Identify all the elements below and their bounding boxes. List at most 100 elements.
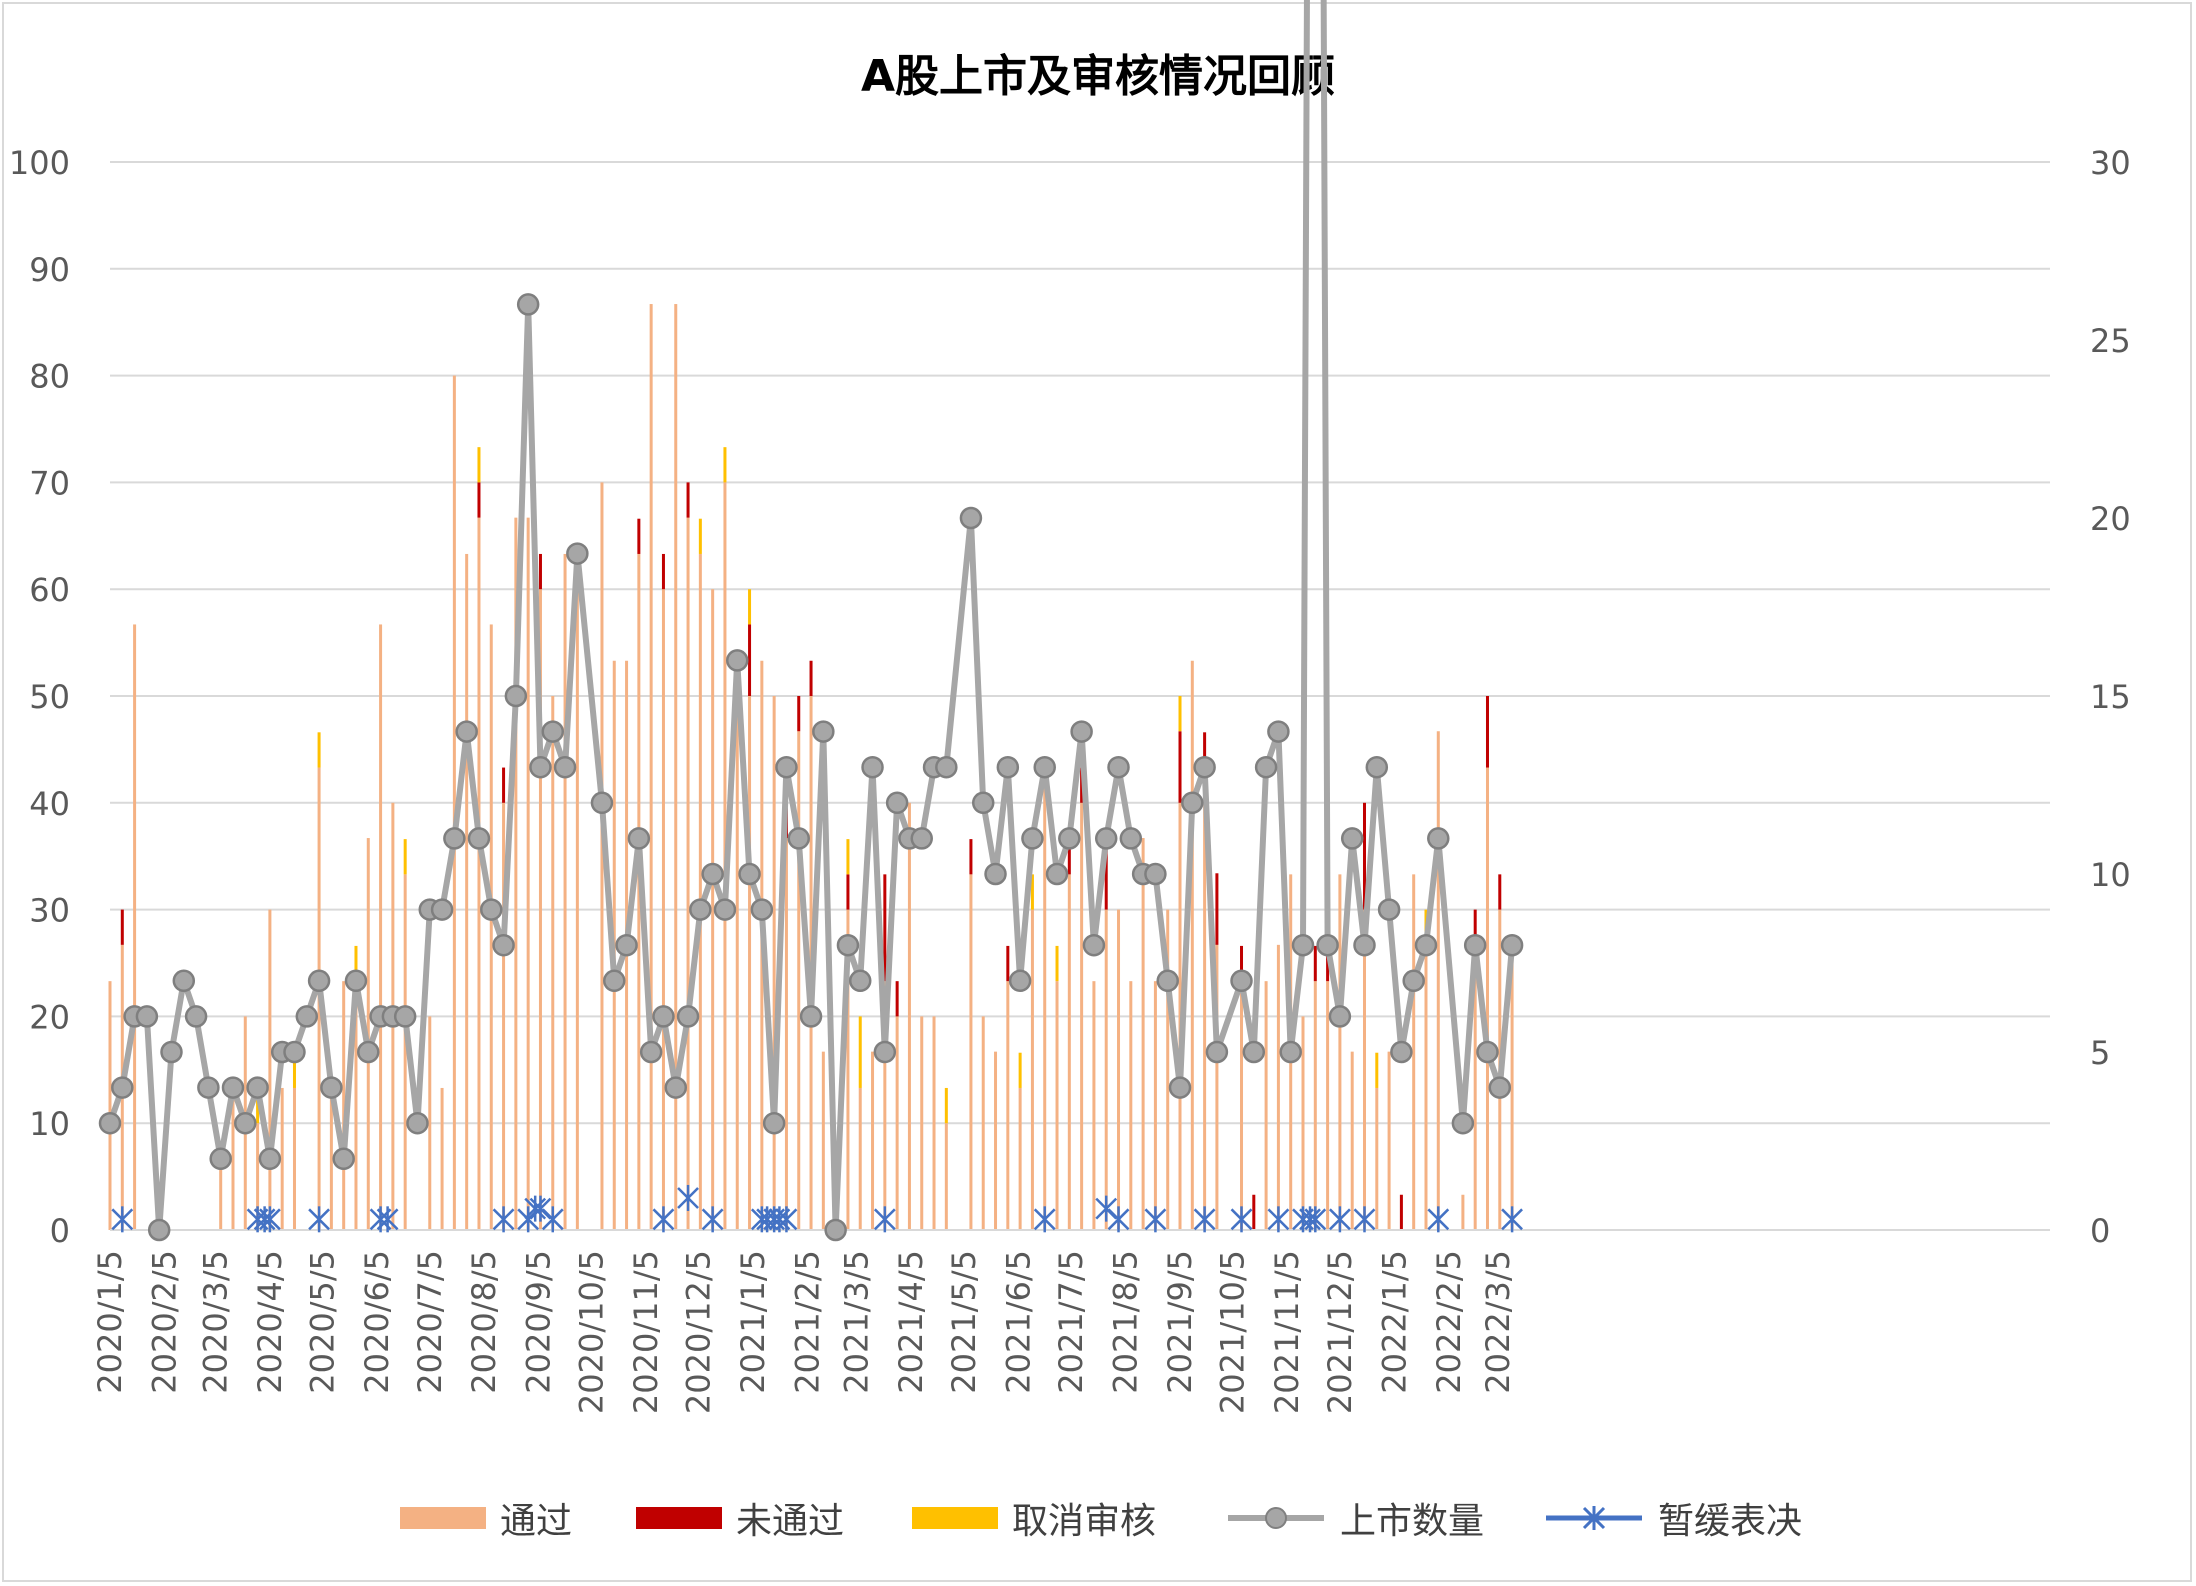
y-tick-label: 40 bbox=[29, 785, 70, 823]
listings-point bbox=[357, 1040, 380, 1064]
bar-cancel bbox=[477, 447, 481, 483]
listings-point bbox=[529, 755, 552, 779]
bar-pass bbox=[1461, 1194, 1465, 1230]
bar-pass bbox=[600, 482, 604, 1230]
bar-fail bbox=[1498, 874, 1502, 910]
listings-point bbox=[910, 827, 933, 850]
bar-pass bbox=[231, 1087, 235, 1230]
listings-point bbox=[652, 1005, 675, 1028]
bar-pass bbox=[661, 589, 665, 1230]
listings-point bbox=[1082, 933, 1106, 957]
y2-tick-label: 25 bbox=[2090, 322, 2131, 360]
legend-label-listings: 上市数量 bbox=[1340, 1501, 1485, 1542]
bar-pass bbox=[1080, 802, 1084, 1230]
bar-fail bbox=[477, 482, 481, 518]
bar-fail bbox=[1252, 1194, 1256, 1230]
bar-pass bbox=[994, 1051, 998, 1230]
listings-point bbox=[443, 827, 466, 850]
bar-pass bbox=[1485, 767, 1489, 1230]
x-tick-label: 2021/2/5 bbox=[789, 1250, 827, 1394]
listings-point bbox=[1500, 933, 1524, 957]
listings-point bbox=[1168, 1076, 1192, 1099]
listings-point bbox=[246, 1076, 269, 1099]
bar-fail bbox=[969, 839, 973, 875]
deferred-marker bbox=[492, 1206, 515, 1233]
listings-point bbox=[209, 1147, 232, 1171]
bar-pass bbox=[1141, 838, 1145, 1230]
deferred-marker bbox=[308, 1206, 330, 1233]
bar-fail bbox=[1240, 945, 1244, 982]
listings-point bbox=[344, 969, 368, 993]
listings-point bbox=[1328, 1005, 1352, 1028]
legend-item-cancel: 取消审核 bbox=[912, 1490, 1156, 1546]
bar-pass bbox=[846, 909, 850, 1230]
listings-point bbox=[295, 1005, 319, 1028]
bar-fail bbox=[748, 624, 752, 696]
bar-cancel bbox=[1055, 945, 1059, 982]
bar-pass bbox=[1203, 767, 1207, 1230]
bar-pass bbox=[256, 1123, 260, 1230]
bar-pass bbox=[1018, 1087, 1022, 1230]
listings-point bbox=[861, 755, 884, 779]
bar-pass bbox=[797, 731, 801, 1230]
bar-fail bbox=[120, 909, 124, 945]
deferred-marker bbox=[1095, 1195, 1118, 1222]
bar-pass bbox=[502, 802, 506, 1230]
bar-cancel bbox=[403, 839, 407, 875]
listings-point bbox=[590, 791, 614, 815]
bar-pass bbox=[477, 517, 481, 1230]
bar-pass bbox=[268, 909, 272, 1230]
bar-pass bbox=[1092, 981, 1096, 1230]
bar-pass bbox=[1387, 1051, 1391, 1230]
listings-point bbox=[504, 684, 528, 708]
listings-point bbox=[713, 898, 737, 921]
bar-pass bbox=[698, 553, 702, 1230]
bar-pass bbox=[514, 517, 518, 1230]
listings-point bbox=[406, 1111, 429, 1135]
bar-fail bbox=[1080, 767, 1084, 803]
listings-point bbox=[1156, 969, 1179, 993]
bar-fail bbox=[538, 553, 542, 590]
legend-swatch-cancel bbox=[912, 1507, 998, 1529]
deferred-marker bbox=[1501, 1206, 1523, 1233]
listings-point bbox=[135, 1005, 159, 1028]
bar-fail bbox=[661, 553, 665, 590]
bar-pass bbox=[1190, 660, 1194, 1230]
listings-point bbox=[1058, 827, 1081, 850]
deferred-marker bbox=[376, 1206, 399, 1233]
listings-point bbox=[1070, 720, 1093, 743]
bar-pass bbox=[1153, 981, 1157, 1230]
y2-tick-label: 0 bbox=[2090, 1212, 2110, 1250]
bar-cancel bbox=[1375, 1052, 1379, 1088]
bar-pass bbox=[784, 838, 788, 1230]
bar-pass bbox=[1178, 802, 1182, 1230]
bar-pass bbox=[649, 304, 653, 1230]
bar-pass bbox=[133, 624, 137, 1230]
x-tick-label: 2021/8/5 bbox=[1107, 1250, 1145, 1394]
x-tick-label: 2021/3/5 bbox=[838, 1250, 876, 1394]
bar-pass bbox=[907, 802, 911, 1230]
x-tick-label: 2020/11/5 bbox=[627, 1250, 665, 1414]
deferred-marker bbox=[652, 1206, 675, 1233]
x-tick-label: 2021/12/5 bbox=[1321, 1250, 1359, 1414]
legend-swatch-pass bbox=[400, 1507, 486, 1529]
x-tick-label: 2020/10/5 bbox=[572, 1250, 610, 1414]
listings-point bbox=[1205, 1040, 1229, 1064]
bar-pass bbox=[1129, 981, 1133, 1230]
y-tick-label: 100 bbox=[9, 144, 70, 182]
bar-pass bbox=[1117, 909, 1121, 1230]
listings-point bbox=[1254, 755, 1278, 779]
deferred-marker bbox=[1230, 1206, 1253, 1233]
bar-pass bbox=[1276, 944, 1280, 1230]
bar-pass bbox=[883, 981, 887, 1230]
listings-point bbox=[1094, 827, 1118, 850]
bar-pass bbox=[895, 1016, 899, 1230]
listings-point bbox=[1033, 755, 1056, 779]
listings-point bbox=[393, 1005, 417, 1028]
listings-point bbox=[480, 898, 503, 921]
bar-pass bbox=[575, 589, 579, 1230]
chart-title: A股上市及审核情况回顾 bbox=[860, 51, 1336, 102]
bar-pass bbox=[1510, 944, 1514, 1230]
